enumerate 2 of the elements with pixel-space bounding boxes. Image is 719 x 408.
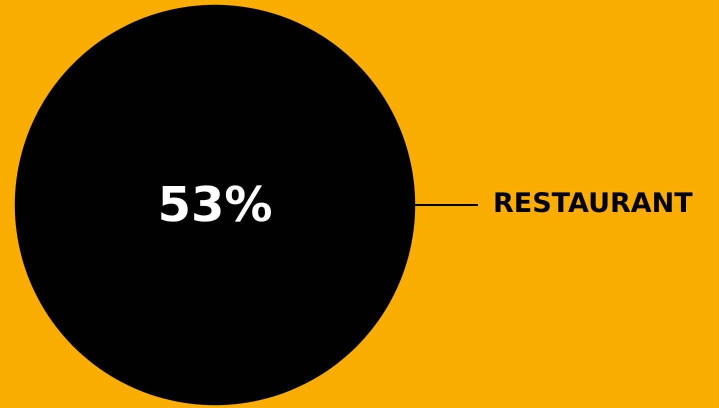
data-label: 53% [158, 177, 272, 233]
category-label: RESTAURANT [493, 188, 694, 219]
